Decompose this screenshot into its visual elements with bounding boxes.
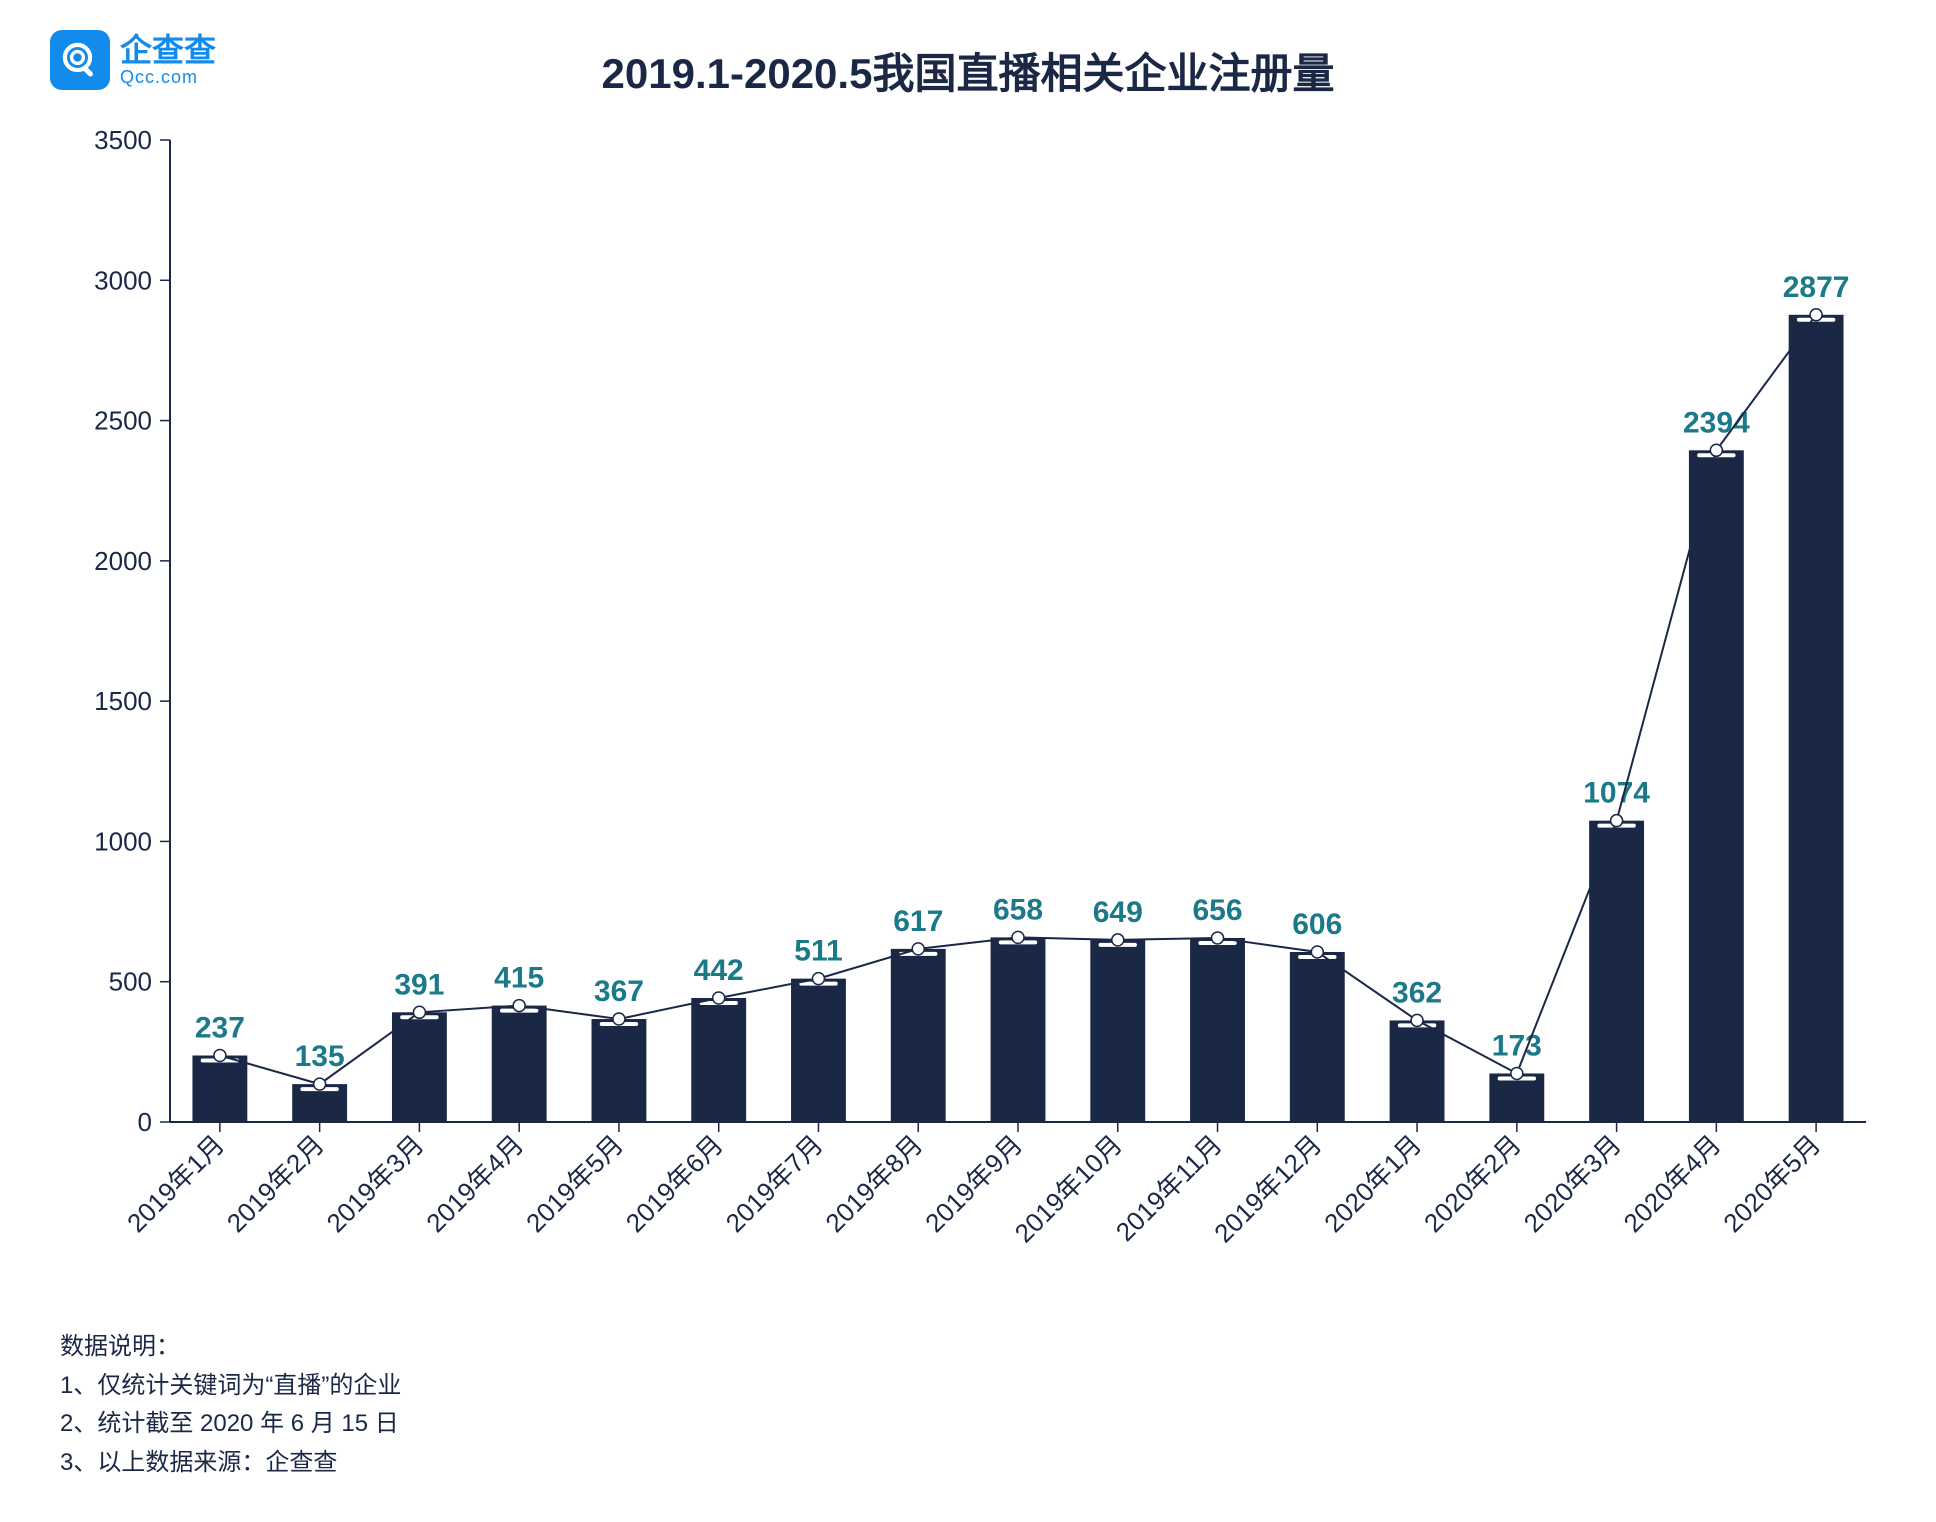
bar [492,1006,547,1122]
logo-en: Qcc.com [120,68,216,88]
footer-notes: 数据说明： 1、仅统计关键词为“直播”的企业 2、统计截至 2020 年 6 月… [60,1328,401,1482]
logo-icon [50,30,110,90]
value-label: 442 [694,954,744,987]
value-label: 649 [1093,896,1143,929]
trend-marker [314,1078,326,1090]
bar [1290,952,1345,1122]
value-label: 658 [993,893,1043,926]
footer-line-1: 1、仅统计关键词为“直播”的企业 [60,1367,401,1405]
footer-heading: 数据说明： [60,1328,401,1366]
value-label: 2877 [1783,271,1850,304]
trend-marker [1311,946,1323,958]
value-label: 2394 [1683,406,1750,439]
trend-marker [1710,444,1722,456]
x-tick-label: 2020年5月 [1717,1129,1826,1238]
trend-marker [1112,934,1124,946]
trend-marker [613,1013,625,1025]
footer-line-2: 2、统计截至 2020 年 6 月 15 日 [60,1405,401,1443]
value-label: 1074 [1583,777,1650,810]
value-label: 656 [1192,894,1242,927]
trend-marker [713,992,725,1004]
x-tick-label: 2020年3月 [1518,1129,1627,1238]
chart-svg: 0 500 1000 1500 2000 2500 3000 3500 2019年1月 237 20… [40,130,1896,1322]
value-label: 415 [494,962,544,995]
bar [592,1019,647,1122]
bar [1789,315,1844,1122]
bar [1190,938,1245,1122]
value-label: 617 [893,905,943,938]
x-tick-label: 2019年5月 [520,1129,629,1238]
trend-marker [1611,815,1623,827]
bar [192,1056,247,1122]
bar [891,949,946,1122]
value-label: 511 [794,935,842,968]
value-label: 391 [394,968,444,1001]
trend-marker [1411,1014,1423,1026]
y-tick-label: 2500 [94,406,152,436]
x-tick-label: 2020年1月 [1318,1129,1427,1238]
value-label: 606 [1292,908,1342,941]
trend-marker [812,973,824,985]
x-tick-label: 2020年2月 [1418,1129,1527,1238]
value-label: 173 [1492,1029,1542,1062]
logo-text: 企查查 Qcc.com [120,33,216,88]
bar [392,1012,447,1122]
trend-marker [1810,309,1822,321]
x-tick-label: 2019年2月 [221,1129,330,1238]
x-tick-label: 2019年12月 [1208,1129,1327,1248]
x-tick-label: 2019年6月 [620,1129,729,1238]
logo-cn: 企查查 [120,33,216,68]
y-tick-label: 0 [138,1107,152,1137]
trend-marker [1212,932,1224,944]
x-tick-label: 2019年3月 [321,1129,430,1238]
bar [1090,940,1145,1122]
x-tick-label: 2019年9月 [919,1129,1028,1238]
trend-marker [513,1000,525,1012]
bar [791,979,846,1122]
bar [691,998,746,1122]
value-label: 367 [594,975,644,1008]
value-label: 362 [1392,976,1442,1009]
y-tick-label: 3000 [94,265,152,295]
trend-marker [214,1050,226,1062]
bar [991,937,1046,1122]
trend-marker [1012,931,1024,943]
brand-logo: 企查查 Qcc.com [50,30,216,90]
chart-container: 企查查 Qcc.com 2019.1-2020.5我国直播相关企业注册量 0 50… [0,0,1936,1522]
x-tick-label: 2019年8月 [819,1129,928,1238]
footer-line-3: 3、以上数据来源：企查查 [60,1444,401,1482]
x-tick-label: 2020年4月 [1617,1129,1726,1238]
y-tick-label: 1500 [94,686,152,716]
bar [1589,821,1644,1122]
value-label: 237 [195,1012,245,1045]
y-tick-label: 500 [109,967,152,997]
x-tick-label: 2019年4月 [420,1129,529,1238]
chart-area: 0 500 1000 1500 2000 2500 3000 3500 2019年1月 237 20… [40,130,1896,1322]
bar [1489,1073,1544,1122]
bar [1390,1020,1445,1122]
y-tick-label: 2000 [94,546,152,576]
value-label: 135 [295,1040,345,1073]
x-tick-label: 2019年10月 [1009,1129,1128,1248]
trend-marker [413,1006,425,1018]
bar [1689,450,1744,1122]
chart-title: 2019.1-2020.5我国直播相关企业注册量 [40,40,1896,101]
x-tick-label: 2019年7月 [720,1129,829,1238]
trend-marker [1511,1067,1523,1079]
y-tick-label: 3500 [94,130,152,155]
x-tick-label: 2019年1月 [121,1129,230,1238]
trend-marker [912,943,924,955]
y-tick-label: 1000 [94,826,152,856]
